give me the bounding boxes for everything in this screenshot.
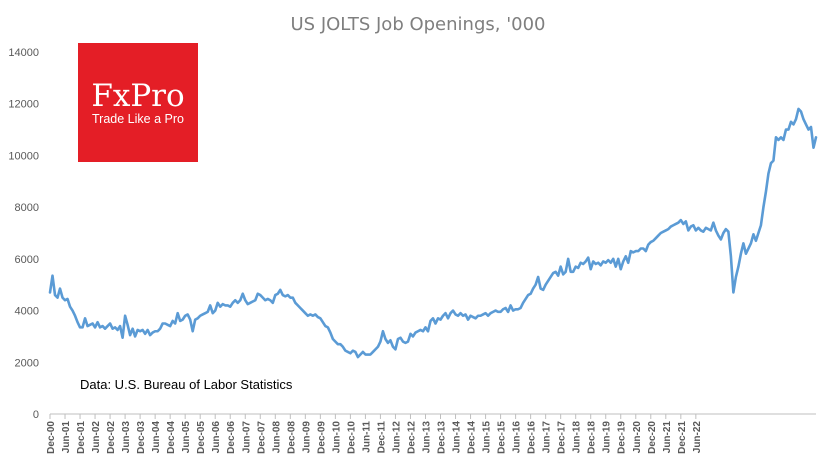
x-tick-label: Jun-06	[211, 421, 222, 454]
x-tick-label: Dec-19	[617, 421, 628, 454]
x-tick-label: Jun-20	[632, 421, 643, 454]
job-openings-series-line	[48, 107, 818, 359]
x-tick-label: Jun-18	[572, 421, 583, 454]
logo-name: FxPro	[91, 78, 184, 114]
y-tick-label: 2000	[15, 357, 39, 369]
x-tick-label: Jun-22	[692, 421, 703, 454]
x-tick-label: Jun-16	[512, 421, 523, 454]
x-tick-label: Dec-08	[286, 421, 297, 454]
x-tick-label: Dec-00	[46, 421, 57, 454]
x-tick-label: Jun-17	[542, 421, 553, 454]
x-tick-label: Jun-12	[391, 421, 402, 454]
x-tick-label: Dec-16	[527, 421, 538, 454]
y-tick-label: 10000	[8, 150, 39, 162]
x-tick-label: Jun-07	[241, 421, 252, 454]
x-tick-label: Dec-17	[557, 421, 568, 454]
logo-tagline: Trade Like a Pro	[92, 112, 184, 126]
x-tick-label: Dec-11	[376, 421, 387, 454]
x-tick-label: Jun-05	[181, 421, 192, 454]
x-tick-label: Dec-04	[166, 421, 177, 454]
chart-title: US JOLTS Job Openings, '000	[291, 14, 546, 35]
x-tick-label: Dec-18	[587, 421, 598, 454]
x-tick-label: Dec-10	[346, 421, 357, 454]
x-tick-label: Dec-07	[256, 421, 267, 454]
x-tick-label: Jun-09	[301, 421, 312, 454]
x-tick-label: Jun-13	[421, 421, 432, 454]
x-tick-label: Jun-10	[331, 421, 342, 454]
x-tick-label: Jun-01	[61, 421, 72, 454]
x-axis-ticks: Dec-00 Jun-01 Dec-01 Jun-02 Dec-02 Jun-03 Dec-…	[46, 414, 703, 454]
y-tick-label: 0	[33, 409, 39, 421]
y-tick-label: 8000	[15, 202, 39, 214]
data-source-note: Data: U.S. Bureau of Labor Statistics	[80, 377, 293, 392]
x-tick-label: Dec-21	[677, 421, 688, 454]
x-tick-label: Jun-19	[602, 421, 613, 454]
x-tick-label: Jun-11	[361, 421, 372, 453]
x-tick-label: Jun-03	[121, 421, 132, 454]
x-tick-label: Dec-15	[497, 421, 508, 454]
x-tick-label: Dec-02	[106, 421, 117, 454]
x-tick-label: Jun-08	[271, 421, 282, 454]
x-tick-label: Dec-05	[196, 421, 207, 454]
x-tick-label: Dec-13	[437, 421, 448, 454]
x-tick-label: Jun-14	[452, 421, 463, 454]
x-tick-label: Dec-03	[136, 421, 147, 454]
y-tick-label: 12000	[8, 99, 39, 111]
x-tick-label: Jun-21	[662, 421, 673, 454]
y-tick-label: 6000	[15, 254, 39, 266]
x-tick-label: Jun-02	[91, 421, 102, 454]
logo-background	[78, 43, 198, 162]
y-tick-label: 4000	[15, 306, 39, 318]
x-tick-label: Jun-15	[482, 421, 493, 454]
y-tick-label: 14000	[8, 47, 39, 59]
x-tick-label: Dec-09	[316, 421, 327, 454]
x-tick-label: Dec-20	[647, 421, 658, 454]
x-tick-label: Dec-01	[76, 421, 87, 454]
x-tick-label: Jun-04	[151, 421, 162, 454]
x-tick-label: Dec-06	[226, 421, 237, 454]
x-tick-label: Dec-12	[406, 421, 417, 454]
fxpro-logo: FxPro Trade Like a Pro	[78, 43, 198, 162]
y-axis-tick-labels: 0 2000 4000 6000 8000 10000 12000 14000	[8, 47, 39, 421]
x-tick-label: Dec-14	[467, 421, 478, 454]
